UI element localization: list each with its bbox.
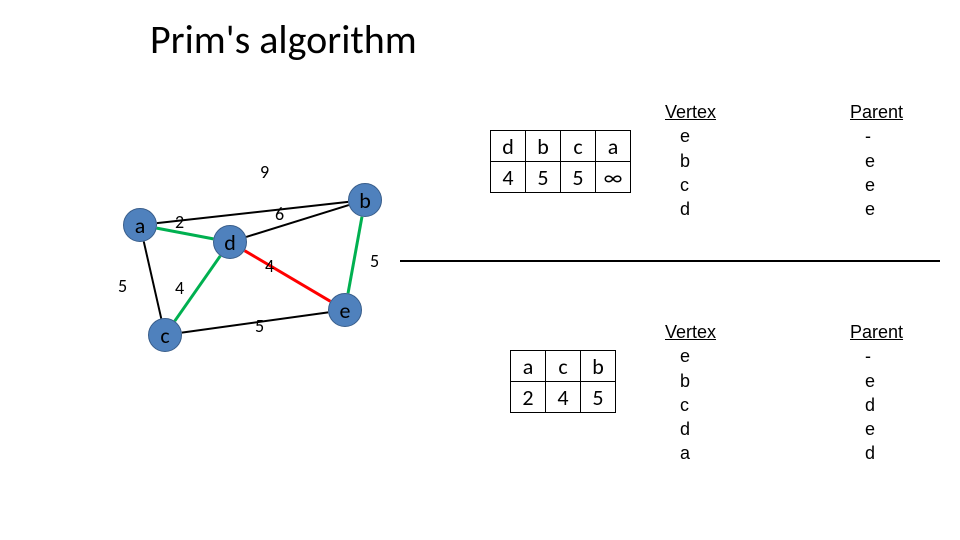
edge-a-c [144, 242, 161, 319]
edge-label-b-e: 5 [370, 250, 379, 272]
pq2-val-cell: 2 [511, 382, 546, 413]
parent-col-2: Parent - e d e d [850, 320, 903, 466]
pq1-val-cell: 4 [491, 162, 526, 193]
edge-label-d-c: 4 [175, 277, 184, 299]
edge-a-b [157, 202, 348, 223]
edge-d-b [246, 205, 349, 237]
pq2-val-cell: 4 [546, 382, 581, 413]
edge-label-a-d: 2 [175, 211, 184, 233]
pq1-head-cell: b [526, 131, 561, 162]
pq2-head-cell: c [546, 351, 581, 382]
node-a: a [123, 208, 157, 242]
node-e: e [328, 293, 362, 327]
slide: Prim's algorithm abcde 92564455 dbca455∞… [0, 0, 960, 540]
vertex-col-1: Vertex e b c d [665, 100, 716, 221]
priority-queue-2: acb 245 [510, 350, 616, 413]
node-b: b [348, 183, 382, 217]
edge-a-d [157, 228, 214, 239]
pq2-val-cell: 5 [581, 382, 616, 413]
pq2-head-cell: b [581, 351, 616, 382]
pq1-head-cell: a [596, 131, 631, 162]
pq1-head-cell: c [561, 131, 596, 162]
edge-label-c-e: 5 [255, 315, 264, 337]
parent-col-1: Parent - e e e [850, 100, 903, 221]
node-d: d [213, 225, 247, 259]
pq1-val-cell: 5 [561, 162, 596, 193]
priority-queue-1: dbca455∞ [490, 130, 631, 193]
edge-label-d-b: 6 [275, 203, 284, 225]
node-c: c [148, 318, 182, 352]
divider-line [400, 260, 940, 262]
pq1-val-cell: 5 [526, 162, 561, 193]
edge-b-e [348, 217, 362, 294]
edge-label-a-c: 5 [118, 275, 127, 297]
pq1-val-cell: ∞ [596, 162, 631, 193]
pq1-head-cell: d [491, 131, 526, 162]
edge-d-e [245, 251, 331, 302]
slide-title: Prim's algorithm [150, 15, 417, 64]
pq2-head-cell: a [511, 351, 546, 382]
edge-label-a-b: 9 [260, 161, 269, 183]
vertex-col-2: Vertex e b c d a [665, 320, 716, 466]
edge-label-d-e: 4 [265, 255, 274, 277]
